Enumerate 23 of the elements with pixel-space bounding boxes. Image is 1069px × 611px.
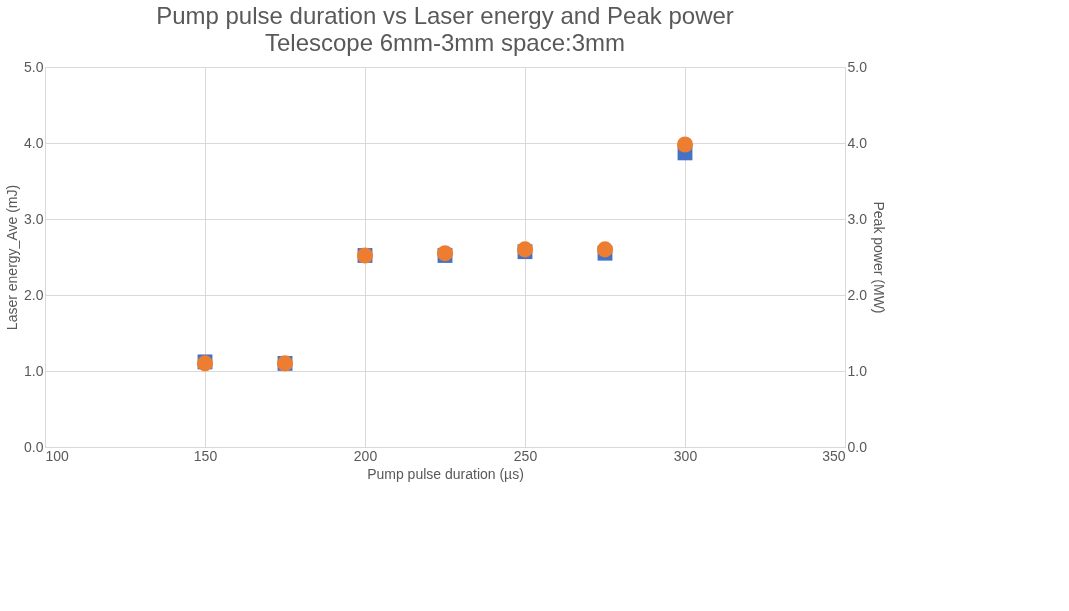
x-tick-label: 350 xyxy=(822,447,846,464)
y2-tick-label: 5.0 xyxy=(847,58,868,75)
y-tick-label: 2.0 xyxy=(24,286,44,303)
y-tick-label: 3.0 xyxy=(24,210,44,227)
y-tick-label: 1.0 xyxy=(24,362,44,379)
y-tick-label: 0.0 xyxy=(24,438,44,455)
x-tick-label: 300 xyxy=(673,447,698,464)
x-tick-label: 100 xyxy=(45,447,70,464)
y2-tick-label: 2.0 xyxy=(847,286,868,303)
y2-tick-label: 4.0 xyxy=(847,134,868,151)
x-tick-label: 150 xyxy=(193,447,218,464)
x-tick-label: 250 xyxy=(513,447,538,464)
y2-tick-label: 1.0 xyxy=(847,362,868,379)
chart-title: Pump pulse duration vs Laser energy and Peak power xyxy=(156,2,734,29)
chart-subtitle: Telescope 6mm-3mm space:3mm xyxy=(264,29,626,56)
y-tick-label: 5.0 xyxy=(24,58,44,75)
y-tick-label: 4.0 xyxy=(24,134,44,151)
x-tick-label: 200 xyxy=(353,447,378,464)
y2-tick-label: 0.0 xyxy=(847,438,868,455)
y2-axis-title: Peak power (MW) xyxy=(870,201,887,314)
x-axis-title: Pump pulse duration (µs) xyxy=(367,465,524,482)
y2-tick-label: 3.0 xyxy=(847,210,868,227)
y-axis-title: Laser energy_Ave (mJ) xyxy=(4,184,21,331)
